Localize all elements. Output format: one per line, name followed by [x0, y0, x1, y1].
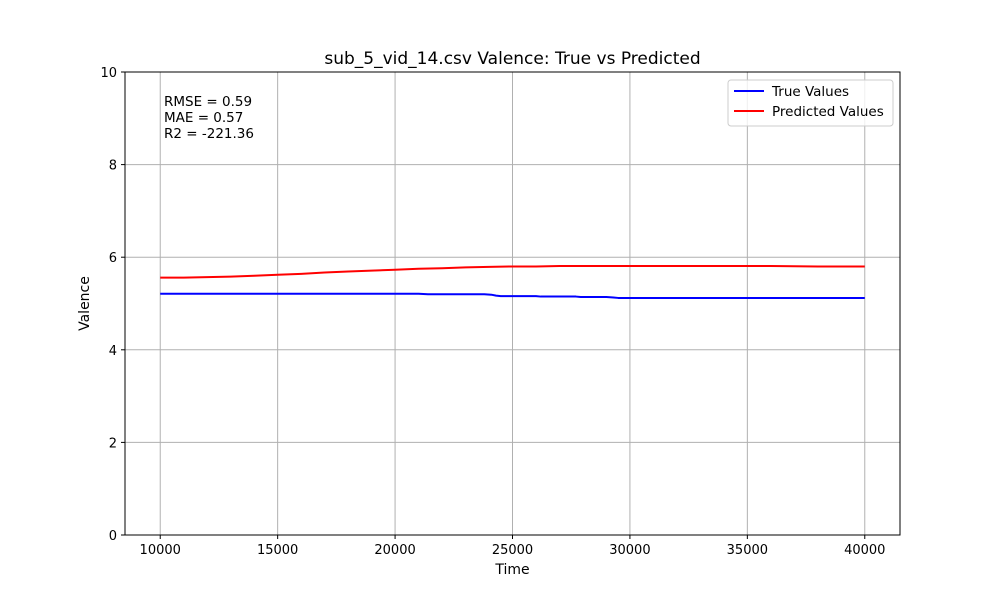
- x-tick-label: 30000: [609, 543, 650, 558]
- y-tick-label: 8: [109, 159, 117, 174]
- rmse-annotation: RMSE = 0.59: [164, 94, 252, 110]
- legend-label-true-values: True Values: [771, 84, 849, 100]
- x-tick-label: 40000: [844, 543, 885, 558]
- x-axis-title: Time: [494, 562, 529, 578]
- series-group: [160, 265, 865, 299]
- y-tick-label: 2: [109, 436, 117, 451]
- legend-box: [727, 79, 894, 127]
- x-tick-label: 20000: [374, 543, 415, 558]
- y-tick-label: 6: [109, 251, 117, 266]
- y-tick-label: 10: [100, 66, 117, 81]
- series-line-true-values: [160, 292, 865, 299]
- mae-annotation: MAE = 0.57: [164, 110, 243, 126]
- stats-annotation: RMSE = 0.59 MAE = 0.57 R2 = -221.36: [164, 94, 254, 142]
- x-tick-label: 15000: [257, 543, 298, 558]
- x-tick-label: 25000: [492, 543, 533, 558]
- legend-label-predicted-values: Predicted Values: [772, 104, 884, 120]
- x-tick-label: 10000: [140, 543, 181, 558]
- legend: True Values Predicted Values: [727, 79, 894, 127]
- x-tick-label: 35000: [727, 543, 768, 558]
- y-tick-label: 0: [109, 529, 117, 544]
- y-axis-title: Valence: [77, 276, 93, 331]
- series-line-predicted-values: [160, 265, 865, 279]
- chart-title: sub_5_vid_14.csv Valence: True vs Predic…: [324, 49, 700, 69]
- r2-annotation: R2 = -221.36: [164, 126, 254, 142]
- axis-ticks: 10000 15000 20000 25000 30000 35000 40000 0 2 4 6 8…: [100, 66, 885, 558]
- y-tick-label: 4: [109, 344, 117, 359]
